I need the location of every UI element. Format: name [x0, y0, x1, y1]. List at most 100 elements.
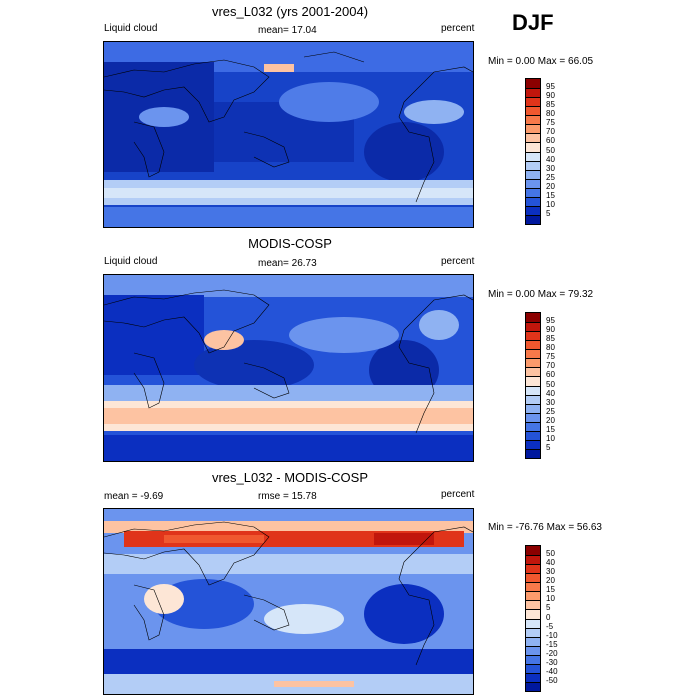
- colorbar-tick-label: 30: [546, 397, 555, 407]
- colorbar-swatch: [526, 439, 540, 449]
- colorbar-swatch: [526, 151, 540, 161]
- colorbar-swatch: [526, 672, 540, 682]
- colorbar-swatch: [526, 331, 540, 341]
- colorbar-tick-label: 5: [546, 442, 551, 452]
- min-max-label: Min = -76.76 Max = 56.63: [488, 522, 602, 533]
- colorbar-swatch: [526, 97, 540, 107]
- colorbar-swatch: [526, 142, 540, 152]
- colorbar-tick-label: 5: [546, 603, 551, 613]
- colorbar-swatch: [526, 654, 540, 664]
- colorbar-swatch: [526, 340, 540, 350]
- colorbar-tick-label: 10: [546, 199, 555, 209]
- colorbar-swatch: [526, 609, 540, 619]
- colorbar-swatch: [526, 169, 540, 179]
- colorbar-tick-label: 60: [546, 370, 555, 380]
- map-difference: [103, 508, 474, 695]
- colorbar-tick-label: 5: [546, 208, 551, 218]
- colorbar-swatch: [526, 546, 540, 556]
- colorbar-tick-label: 80: [546, 343, 555, 353]
- colorbar-swatch: [526, 403, 540, 413]
- colorbar: [525, 312, 541, 459]
- colorbar-tick-label: -10: [546, 630, 558, 640]
- colorbar-tick-label: -40: [546, 666, 558, 676]
- colorbar-swatch: [526, 106, 540, 116]
- colorbar-swatch: [526, 115, 540, 125]
- map-observation: [103, 274, 474, 462]
- colorbar-swatch: [526, 358, 540, 368]
- units-label: percent: [441, 256, 475, 267]
- min-max-label: Min = 0.00 Max = 79.32: [488, 289, 594, 300]
- colorbar-swatch: [526, 555, 540, 565]
- colorbar-tick-label: 75: [546, 352, 555, 362]
- colorbar-swatch: [526, 124, 540, 134]
- colorbar: [525, 545, 541, 692]
- colorbar-swatch: [526, 394, 540, 404]
- colorbar-swatch: [526, 663, 540, 673]
- colorbar-swatch: [526, 636, 540, 646]
- mean-label: mean= 26.73: [258, 258, 317, 269]
- colorbar-tick-label: 80: [546, 109, 555, 119]
- colorbar-swatch: [526, 367, 540, 377]
- colorbar-tick-label: -50: [546, 675, 558, 685]
- colorbar-tick-label: 70: [546, 361, 555, 371]
- colorbar-swatch: [526, 591, 540, 601]
- colorbar-swatch: [526, 430, 540, 440]
- units-label: percent: [441, 23, 475, 34]
- colorbar-swatch: [526, 88, 540, 98]
- colorbar-swatch: [526, 681, 540, 691]
- colorbar-tick-label: 40: [546, 154, 555, 164]
- colorbar-swatch: [526, 385, 540, 395]
- colorbar-tick-label: 30: [546, 163, 555, 173]
- colorbar-swatch: [526, 160, 540, 170]
- colorbar-tick-label: 70: [546, 127, 555, 137]
- variable-label: Liquid cloud: [104, 256, 158, 267]
- colorbar-swatch: [526, 618, 540, 628]
- mean-label: mean = -9.69: [104, 491, 164, 502]
- colorbar-tick-label: 50: [546, 145, 555, 155]
- colorbar-tick-label: -20: [546, 648, 558, 658]
- colorbar-tick-label: 25: [546, 406, 555, 416]
- colorbar-tick-label: 50: [546, 379, 555, 389]
- colorbar-tick-label: 10: [546, 594, 555, 604]
- colorbar-swatch: [526, 178, 540, 188]
- colorbar-tick-label: 75: [546, 118, 555, 128]
- variable-label: Liquid cloud: [104, 23, 158, 34]
- colorbar-tick-label: 85: [546, 100, 555, 110]
- colorbar-tick-label: 90: [546, 325, 555, 335]
- colorbar-swatch: [526, 421, 540, 431]
- colorbar-tick-label: 30: [546, 567, 555, 577]
- colorbar-swatch: [526, 196, 540, 206]
- colorbar-tick-label: 0: [546, 612, 551, 622]
- colorbar: [525, 78, 541, 225]
- colorbar-swatch: [526, 582, 540, 592]
- colorbar-tick-label: 15: [546, 585, 555, 595]
- colorbar-swatch: [526, 214, 540, 224]
- colorbar-swatch: [526, 205, 540, 215]
- colorbar-swatch: [526, 412, 540, 422]
- colorbar-tick-label: -15: [546, 639, 558, 649]
- season-label: DJF: [512, 10, 554, 35]
- panel-title: vres_L032 - MODIS-COSP: [211, 470, 369, 485]
- colorbar-swatch: [526, 627, 540, 637]
- panel-title: vres_L032 (yrs 2001-2004): [211, 4, 369, 19]
- units-label: percent: [441, 489, 475, 500]
- colorbar-tick-label: 40: [546, 558, 555, 568]
- colorbar-tick-label: 95: [546, 82, 555, 92]
- map-model: [103, 41, 474, 228]
- colorbar-swatch: [526, 133, 540, 143]
- panel-title: MODIS-COSP: [248, 236, 332, 251]
- colorbar-swatch: [526, 564, 540, 574]
- colorbar-tick-label: 15: [546, 424, 555, 434]
- colorbar-tick-label: 20: [546, 181, 555, 191]
- colorbar-tick-label: 20: [546, 576, 555, 586]
- colorbar-tick-label: 40: [546, 388, 555, 398]
- colorbar-swatch: [526, 573, 540, 583]
- colorbar-swatch: [526, 313, 540, 323]
- colorbar-tick-label: 95: [546, 316, 555, 326]
- colorbar-swatch: [526, 349, 540, 359]
- colorbar-tick-label: 85: [546, 334, 555, 344]
- colorbar-tick-label: 10: [546, 433, 555, 443]
- colorbar-swatch: [526, 645, 540, 655]
- colorbar-tick-label: 60: [546, 136, 555, 146]
- colorbar-tick-label: 20: [546, 415, 555, 425]
